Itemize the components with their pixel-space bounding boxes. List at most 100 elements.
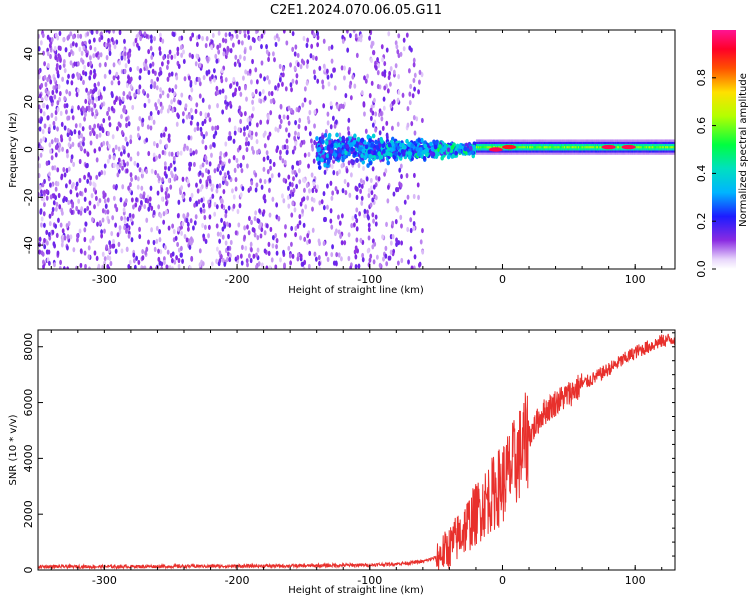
heat-cell [398, 142, 403, 148]
heat-cell [228, 117, 232, 123]
heat-cell [535, 152, 537, 155]
heat-cell [130, 176, 133, 183]
heat-cell [503, 148, 505, 151]
heat-cell [397, 74, 401, 80]
heat-cell [589, 141, 591, 145]
heat-cell [549, 148, 551, 151]
x-tick-label: 100 [625, 273, 646, 286]
heat-cell [565, 148, 567, 151]
heat-cell [136, 132, 140, 139]
heat-cell [562, 143, 565, 147]
heat-cell [595, 148, 598, 151]
heat-cell [239, 162, 243, 168]
heat-cell [118, 30, 122, 36]
heat-cell [612, 141, 615, 145]
heat-cell [89, 140, 93, 146]
heat-cell [422, 155, 427, 161]
heat-cell [166, 108, 170, 114]
heat-cell [571, 150, 573, 153]
heat-cell [171, 223, 175, 229]
heat-cell [636, 152, 638, 155]
heat-cell [482, 150, 484, 153]
heat-cell [302, 177, 305, 183]
heat-cell [637, 150, 639, 153]
heat-cell [507, 150, 510, 153]
heat-cell [485, 150, 487, 153]
heat-cell [505, 141, 508, 145]
heat-cell [272, 161, 276, 168]
heat-cell [255, 138, 259, 145]
heat-cell [553, 145, 555, 149]
heat-cell [251, 99, 254, 105]
heat-cell [269, 110, 273, 116]
heat-cell [162, 219, 166, 225]
colorbar-tick-label: 0.2 [695, 212, 708, 230]
heat-cell [202, 236, 206, 242]
heat-cell [632, 148, 634, 151]
heat-cell [166, 59, 170, 65]
heat-cell [211, 74, 214, 80]
heat-cell [176, 150, 180, 157]
heat-cell [562, 152, 565, 155]
heat-cell [254, 88, 258, 95]
heat-cell [202, 134, 206, 140]
heat-cell [585, 148, 587, 151]
heat-cell [224, 213, 228, 219]
heat-cell [642, 152, 645, 155]
heat-cell [502, 152, 504, 155]
heat-cell [534, 150, 536, 153]
heat-cell [672, 145, 674, 149]
heat-cell [77, 142, 81, 148]
heat-cell [609, 139, 612, 142]
heat-cell [673, 148, 675, 151]
heat-cell [535, 148, 537, 151]
heat-cell [378, 130, 382, 136]
heat-cell [208, 104, 211, 110]
heat-cell [625, 152, 628, 155]
heat-cell [193, 202, 197, 208]
heat-cell [212, 68, 216, 74]
heat-cell [651, 150, 653, 153]
heat-cell [164, 209, 168, 215]
heat-cell [225, 50, 229, 56]
heat-cell [556, 141, 559, 145]
heat-cell [90, 30, 94, 35]
heat-cell [277, 36, 281, 42]
heat-cell [89, 88, 93, 95]
heat-cell [634, 143, 636, 147]
heat-cell [133, 264, 137, 269]
heat-cell [139, 193, 143, 199]
heat-cell [196, 121, 200, 127]
heat-cell [205, 131, 208, 137]
heat-cell [599, 145, 601, 149]
heat-cell [657, 141, 659, 145]
heat-cell [372, 218, 375, 224]
heat-cell [500, 152, 502, 155]
heat-cell [616, 141, 618, 145]
heat-cell [480, 152, 482, 155]
heat-cell [557, 148, 560, 151]
heat-cell [293, 169, 297, 176]
heat-cell [613, 143, 616, 147]
heat-cell [624, 152, 626, 155]
spectrogram-x-axis-label: Height of straight line (km) [288, 285, 424, 296]
heat-cell [415, 116, 419, 122]
heat-cell [134, 202, 138, 208]
heat-cell [345, 137, 349, 143]
heat-cell [583, 152, 585, 155]
heat-cell [100, 102, 104, 108]
heat-cell [58, 30, 62, 36]
heat-cell [589, 139, 591, 142]
heat-cell [143, 102, 147, 109]
heat-cell [354, 245, 358, 251]
heat-cell [395, 241, 398, 247]
heat-cell [207, 69, 211, 75]
heat-cell [506, 152, 509, 155]
heat-cell [668, 143, 670, 147]
heat-cell [672, 150, 674, 153]
heat-cell [611, 139, 614, 142]
heat-cell [221, 109, 225, 115]
heat-cell [45, 195, 49, 201]
heat-cell [570, 143, 572, 147]
heat-cell [640, 150, 642, 153]
